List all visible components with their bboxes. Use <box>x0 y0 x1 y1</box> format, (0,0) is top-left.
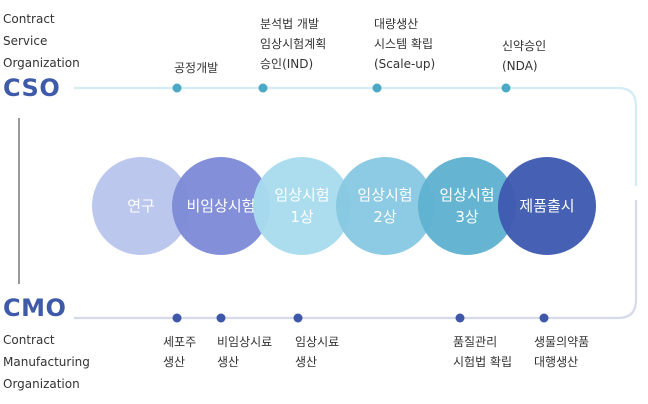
cso-step-dot <box>501 83 511 93</box>
stage-label: 연구 <box>127 197 155 215</box>
cso-desc-line: Contract <box>3 12 55 26</box>
cso-step-label: 공정개발 <box>174 58 218 78</box>
cso-step-label: 분석법 개발 임상시험계획 승인(IND) <box>260 14 326 74</box>
cmo-step-label-line: 시험법 확립 <box>453 355 513 369</box>
cmo-flow-line <box>74 200 638 320</box>
cso-step-dot <box>372 83 382 93</box>
cmo-step-dot <box>216 313 226 323</box>
cmo-step-label: 품질관리 시험법 확립 <box>453 332 512 372</box>
cmo-step-label-line: 대행생산 <box>534 355 579 369</box>
cso-desc-line: Organization <box>3 56 80 70</box>
cso-step-label-line: 신약승인 <box>502 39 547 53</box>
cmo-step-label-line: 비임상시료 <box>217 335 273 349</box>
cso-step-label-line: 임상시험계획 <box>260 37 327 51</box>
cmo-step-label-line: 생산 <box>163 355 186 369</box>
stage-label: 임상시험 <box>439 186 495 204</box>
cmo-description: Contract Manufacturing Organization <box>3 329 90 395</box>
cmo-step-label-line: 품질관리 <box>453 335 498 349</box>
cso-step-label-line: (NDA) <box>502 59 538 73</box>
cmo-step-dot <box>172 313 182 323</box>
stage-label: 임상시험 <box>357 186 413 204</box>
stage-launch: 제품출시 <box>498 157 596 255</box>
cmo-step-label: 비임상시료 생산 <box>217 332 272 372</box>
cso-desc-line: Service <box>3 34 48 48</box>
cso-step-label-line: 분석법 개발 <box>260 17 320 31</box>
cmo-step-label: 세포주 생산 <box>163 332 196 372</box>
cmo-step-label: 생물의약품 대행생산 <box>534 332 589 372</box>
cmo-desc-line: Contract <box>3 333 55 347</box>
cso-step-dot <box>258 83 268 93</box>
cso-step-label: 신약승인 (NDA) <box>502 36 546 76</box>
cmo-step-dot <box>455 313 465 323</box>
stage-label: 비임상시험 <box>186 197 256 215</box>
cso-step-dot <box>172 83 182 93</box>
cmo-step-label: 임상시료 생산 <box>295 332 339 372</box>
cmo-desc-line: Manufacturing <box>3 355 90 369</box>
stage-phase3: 임상시험 3상 <box>418 157 516 255</box>
cso-step-label: 대량생산 시스템 확립 (Scale-up) <box>374 14 435 74</box>
cmo-step-label-line: 생물의약품 <box>534 335 590 349</box>
cmo-step-dot <box>539 313 549 323</box>
cmo-step-label-line: 세포주 <box>163 335 197 349</box>
stage-phase2: 임상시험 2상 <box>336 157 434 255</box>
cmo-step-label-line: 생산 <box>295 355 318 369</box>
cso-step-label-line: 공정개발 <box>174 61 219 75</box>
stage-sublabel: 1상 <box>290 208 314 226</box>
stage-phase1: 임상시험 1상 <box>253 157 351 255</box>
cmo-desc-line: Organization <box>3 377 80 391</box>
cso-step-label-line: (Scale-up) <box>374 57 436 71</box>
cso-description: Contract Service Organization <box>3 8 80 74</box>
stage-label: 임상시험 <box>274 186 330 204</box>
stage-sublabel: 2상 <box>373 208 397 226</box>
cmo-step-dot <box>293 313 303 323</box>
cmo-abbr: CMO <box>3 294 67 322</box>
cso-flow-line <box>74 86 638 186</box>
cmo-step-label-line: 생산 <box>217 355 240 369</box>
cmo-step-label-line: 임상시료 <box>295 335 340 349</box>
cso-step-label-line: 승인(IND) <box>260 57 314 71</box>
cso-abbr: CSO <box>3 74 61 102</box>
stage-label: 제품출시 <box>519 197 575 215</box>
cso-step-label-line: 대량생산 <box>374 17 419 31</box>
stage-sublabel: 3상 <box>455 208 479 226</box>
cso-step-label-line: 시스템 확립 <box>374 37 434 51</box>
